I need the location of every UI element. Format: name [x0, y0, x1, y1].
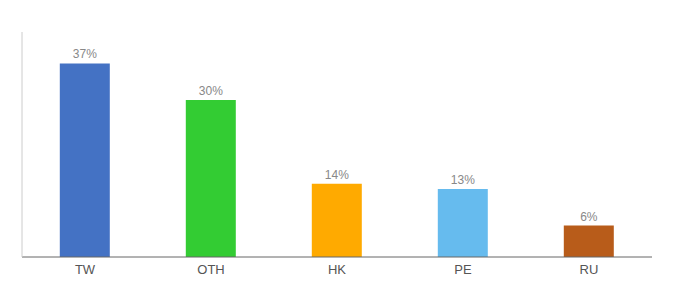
svg-text:14%: 14%: [325, 168, 349, 182]
svg-text:30%: 30%: [199, 84, 223, 98]
svg-text:TW: TW: [75, 262, 96, 277]
svg-text:HK: HK: [328, 262, 346, 277]
svg-text:PE: PE: [454, 262, 472, 277]
svg-text:6%: 6%: [580, 210, 598, 224]
svg-text:37%: 37%: [73, 47, 97, 61]
svg-text:13%: 13%: [451, 173, 475, 187]
svg-text:RU: RU: [580, 262, 599, 277]
svg-text:OTH: OTH: [197, 262, 224, 277]
